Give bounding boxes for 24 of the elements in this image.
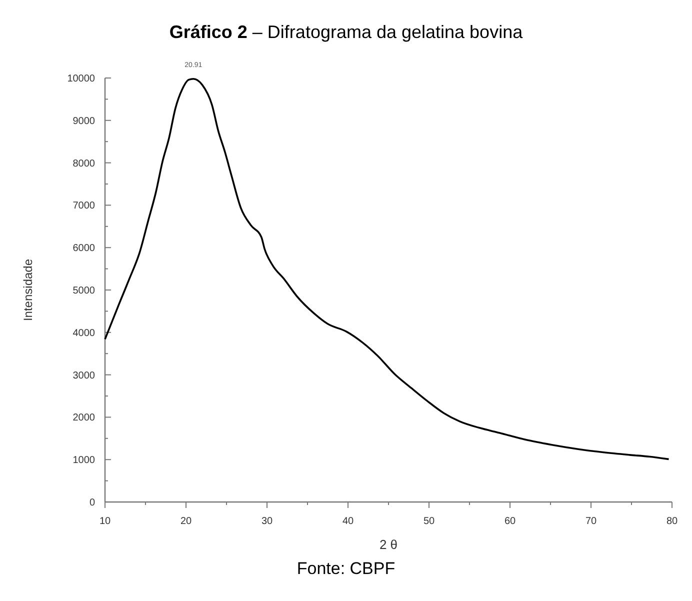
chart-title: Gráfico 2 – Difratograma da gelatina bovina	[169, 22, 524, 42]
y-tick-label: 0	[89, 498, 96, 508]
y-tick-label: 2000	[72, 412, 96, 424]
x-tick-label: 80	[666, 516, 678, 527]
source-note: Fonte: CBPF	[296, 559, 396, 578]
y-tick-label: 10000	[67, 74, 96, 84]
y-tick-label: 5000	[72, 286, 96, 296]
y-tick-label: 9000	[72, 116, 96, 127]
x-tick-label: 60	[504, 516, 516, 527]
y-tick-label: 4000	[72, 328, 96, 339]
y-tick-label: 6000	[72, 243, 96, 254]
y-tick-label: 1000	[72, 455, 96, 466]
line-series	[104, 78, 670, 460]
y-tick-label: 7000	[72, 200, 96, 212]
x-axis-title: 2 θ	[379, 537, 398, 552]
x-tick-label: 10	[99, 516, 111, 527]
x-tick-label: 70	[585, 516, 597, 527]
x-tick-label: 40	[342, 516, 354, 527]
y-axis-title: Intensidade	[21, 258, 35, 322]
x-tick-label: 30	[261, 516, 273, 527]
y-tick-label: 3000	[72, 370, 96, 382]
x-tick-label: 50	[423, 516, 435, 527]
x-tick-label: 20	[180, 516, 192, 527]
y-tick-label: 8000	[72, 158, 96, 170]
